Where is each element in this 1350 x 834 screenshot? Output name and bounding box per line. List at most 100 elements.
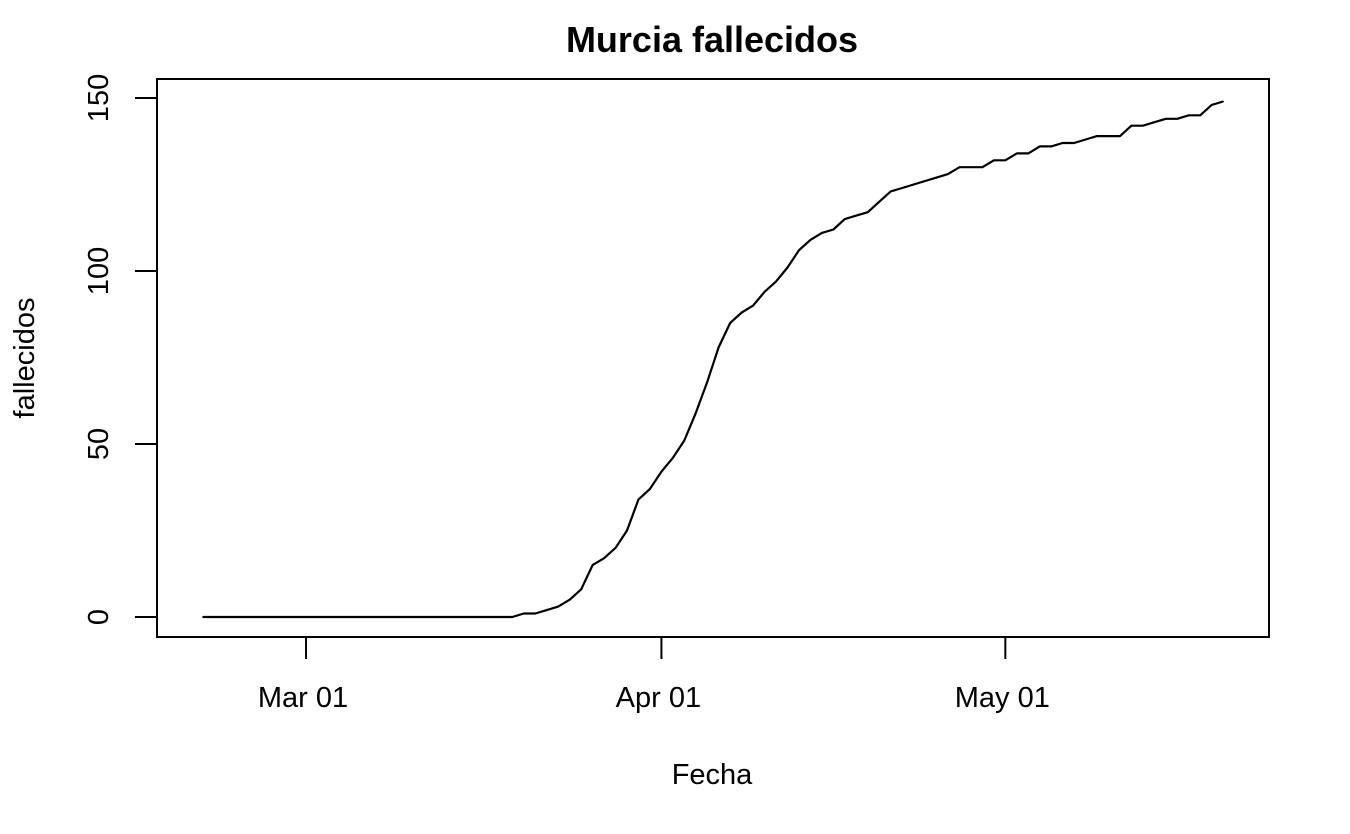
data-point xyxy=(500,616,502,618)
data-point xyxy=(465,616,468,618)
data-point xyxy=(385,616,388,618)
data-point xyxy=(867,211,869,213)
data-point xyxy=(947,173,949,175)
data-point xyxy=(1210,104,1213,106)
data-point xyxy=(1050,145,1052,148)
data-point xyxy=(935,176,938,179)
data-point xyxy=(786,266,789,269)
data-point xyxy=(580,588,582,591)
data-point xyxy=(901,187,903,189)
data-point xyxy=(236,616,238,618)
y-axis: 0 50 100 150 xyxy=(83,74,158,625)
y-tick-label: 150 xyxy=(83,74,115,122)
data-point xyxy=(591,564,594,566)
data-point xyxy=(328,616,330,618)
data-point xyxy=(247,616,250,618)
data-point xyxy=(1027,152,1030,155)
data-point xyxy=(534,612,537,615)
data-point xyxy=(270,616,273,618)
data-point xyxy=(878,201,880,203)
data-point xyxy=(1153,121,1156,123)
data-point xyxy=(717,346,720,348)
data-point xyxy=(889,190,892,193)
data-point xyxy=(431,616,433,618)
data-point xyxy=(798,249,800,251)
data-point xyxy=(259,616,262,618)
data-point xyxy=(1107,135,1110,137)
data-point xyxy=(1130,124,1133,127)
x-tick-label: Apr 01 xyxy=(616,682,701,714)
data-point xyxy=(546,609,548,611)
data-point xyxy=(419,616,422,618)
data-point xyxy=(981,166,984,168)
data-point xyxy=(752,304,754,307)
data-point xyxy=(442,616,445,618)
data-point xyxy=(362,616,365,618)
data-point xyxy=(202,616,204,618)
data-point xyxy=(844,218,846,220)
data-point xyxy=(396,616,399,618)
data-point xyxy=(970,166,972,168)
data-point xyxy=(660,470,663,473)
y-tick-label: 50 xyxy=(83,428,115,460)
data-point xyxy=(855,214,858,217)
data-point xyxy=(374,616,376,618)
data-point xyxy=(454,616,456,618)
data-point xyxy=(351,616,353,618)
data-point xyxy=(706,380,709,383)
data-point xyxy=(477,616,479,618)
series-line xyxy=(202,100,1224,619)
data-point xyxy=(1199,114,1201,117)
y-axis-label: fallecidos xyxy=(9,298,41,419)
plot-frame xyxy=(156,78,1270,638)
data-point xyxy=(993,159,995,162)
data-point xyxy=(1004,159,1007,162)
data-point xyxy=(339,616,342,618)
data-point xyxy=(626,529,628,532)
data-point xyxy=(488,616,491,618)
data-point xyxy=(282,616,284,618)
data-point xyxy=(924,180,926,182)
y-tick-label: 0 xyxy=(83,609,115,625)
data-point xyxy=(603,557,605,559)
data-point xyxy=(511,616,514,618)
data-point xyxy=(683,439,686,442)
data-point xyxy=(729,322,731,324)
data-point xyxy=(614,547,617,549)
x-axis: Mar 01 Apr 01 May 01 xyxy=(258,637,1050,714)
data-point xyxy=(1084,138,1087,141)
data-point xyxy=(763,291,766,293)
data-point xyxy=(1165,118,1167,120)
data-point xyxy=(832,228,835,231)
data-point xyxy=(1222,100,1224,103)
data-point xyxy=(1142,124,1144,127)
data-point xyxy=(557,605,559,608)
data-point xyxy=(408,616,411,618)
data-point xyxy=(1096,135,1098,137)
data-point xyxy=(695,412,697,414)
data-point xyxy=(225,616,227,618)
data-point xyxy=(316,616,319,618)
data-point xyxy=(213,616,216,618)
y-tick-label: 100 xyxy=(83,247,115,295)
x-axis-label: Fecha xyxy=(672,759,753,791)
chart-title: Murcia fallecidos xyxy=(566,19,858,60)
data-point xyxy=(1061,142,1064,144)
x-tick-label: May 01 xyxy=(955,682,1050,714)
series-layer xyxy=(202,100,1224,619)
data-point xyxy=(293,616,296,618)
data-point xyxy=(1016,152,1018,155)
data-point xyxy=(649,488,651,490)
data-point xyxy=(958,166,961,168)
data-point xyxy=(523,612,525,615)
data-point xyxy=(1073,142,1075,144)
data-point xyxy=(821,232,823,234)
data-point xyxy=(1188,114,1190,117)
data-point xyxy=(912,183,915,186)
data-point xyxy=(1038,145,1041,148)
data-point xyxy=(568,598,571,601)
data-point xyxy=(1119,135,1121,137)
data-point xyxy=(672,457,674,459)
data-point xyxy=(775,280,777,283)
data-point xyxy=(305,616,307,618)
